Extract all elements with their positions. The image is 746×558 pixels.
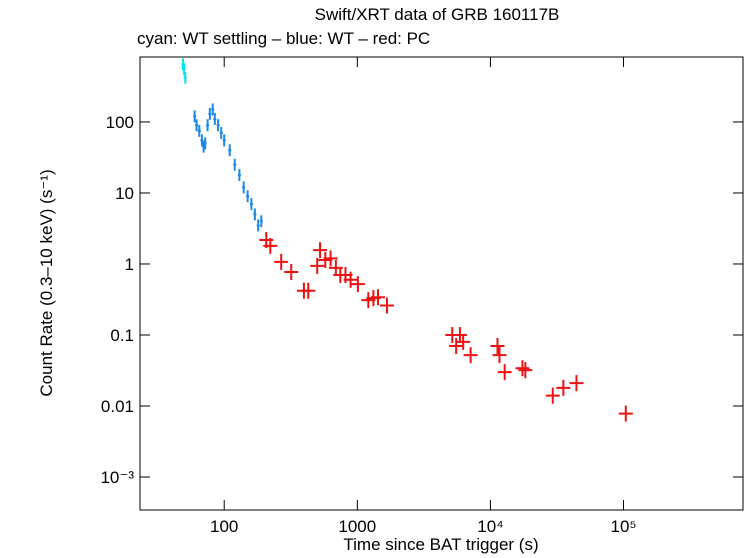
data-point — [203, 137, 207, 150]
data-point — [379, 297, 394, 314]
x-tick-label: 100 — [210, 517, 238, 536]
data-point — [449, 337, 464, 354]
chart-title: Swift/XRT data of GRB 160117B — [315, 5, 560, 24]
data-point — [518, 362, 533, 379]
data-point — [211, 103, 215, 116]
data-point — [253, 208, 257, 221]
data-point — [569, 375, 584, 392]
data-point — [463, 347, 478, 364]
data-point — [490, 337, 505, 354]
data-point — [452, 326, 467, 343]
data-point — [195, 119, 199, 132]
x-tick-label: 1000 — [338, 517, 376, 536]
y-tick-label: 0.01 — [101, 397, 134, 416]
data-point — [206, 119, 210, 132]
y-tick-label: 0.1 — [110, 326, 134, 345]
data-point — [274, 253, 289, 270]
data-point — [263, 237, 278, 254]
data-point — [249, 197, 253, 210]
data-point — [216, 119, 220, 132]
y-tick-label: 1 — [125, 255, 134, 274]
data-point — [182, 63, 186, 76]
data-point — [219, 126, 223, 139]
data-point — [200, 134, 204, 147]
data-point — [313, 242, 328, 259]
y-tick-label: 10⁻³ — [100, 468, 134, 487]
data-point — [556, 379, 571, 396]
y-tick-label: 10 — [115, 184, 134, 203]
data-point — [242, 181, 246, 194]
x-tick-label: 10⁵ — [611, 517, 637, 536]
y-axis-label: Count Rate (0.3–10 keV) (s⁻¹) — [37, 169, 56, 396]
data-point — [545, 387, 560, 404]
data-point — [515, 360, 530, 377]
data-point — [193, 110, 197, 123]
data-point — [213, 113, 217, 126]
data-point — [343, 271, 358, 288]
data-point — [350, 276, 365, 293]
data-point — [259, 215, 263, 228]
data-point — [301, 282, 316, 299]
data-point — [456, 333, 471, 350]
y-tick-label: 100 — [106, 113, 134, 132]
chart-subtitle: cyan: WT settling – blue: WT – red: PC — [137, 29, 430, 48]
data-point — [618, 405, 633, 422]
data-point — [228, 144, 232, 157]
data-point — [208, 107, 212, 120]
data-point — [310, 257, 325, 274]
plot-frame — [139, 56, 744, 511]
data-point — [284, 264, 299, 281]
data-point — [370, 289, 385, 306]
data-point — [237, 168, 241, 181]
data-point — [497, 364, 512, 381]
data-point — [256, 219, 260, 232]
x-axis-label: Time since BAT trigger (s) — [343, 535, 538, 554]
data-point — [246, 190, 250, 203]
data-point — [233, 158, 237, 171]
x-tick-label: 10⁴ — [477, 517, 503, 536]
data-point — [492, 347, 507, 364]
data-point — [323, 250, 338, 267]
data-point — [183, 71, 187, 84]
data-point — [222, 134, 226, 147]
data-point — [197, 124, 201, 137]
